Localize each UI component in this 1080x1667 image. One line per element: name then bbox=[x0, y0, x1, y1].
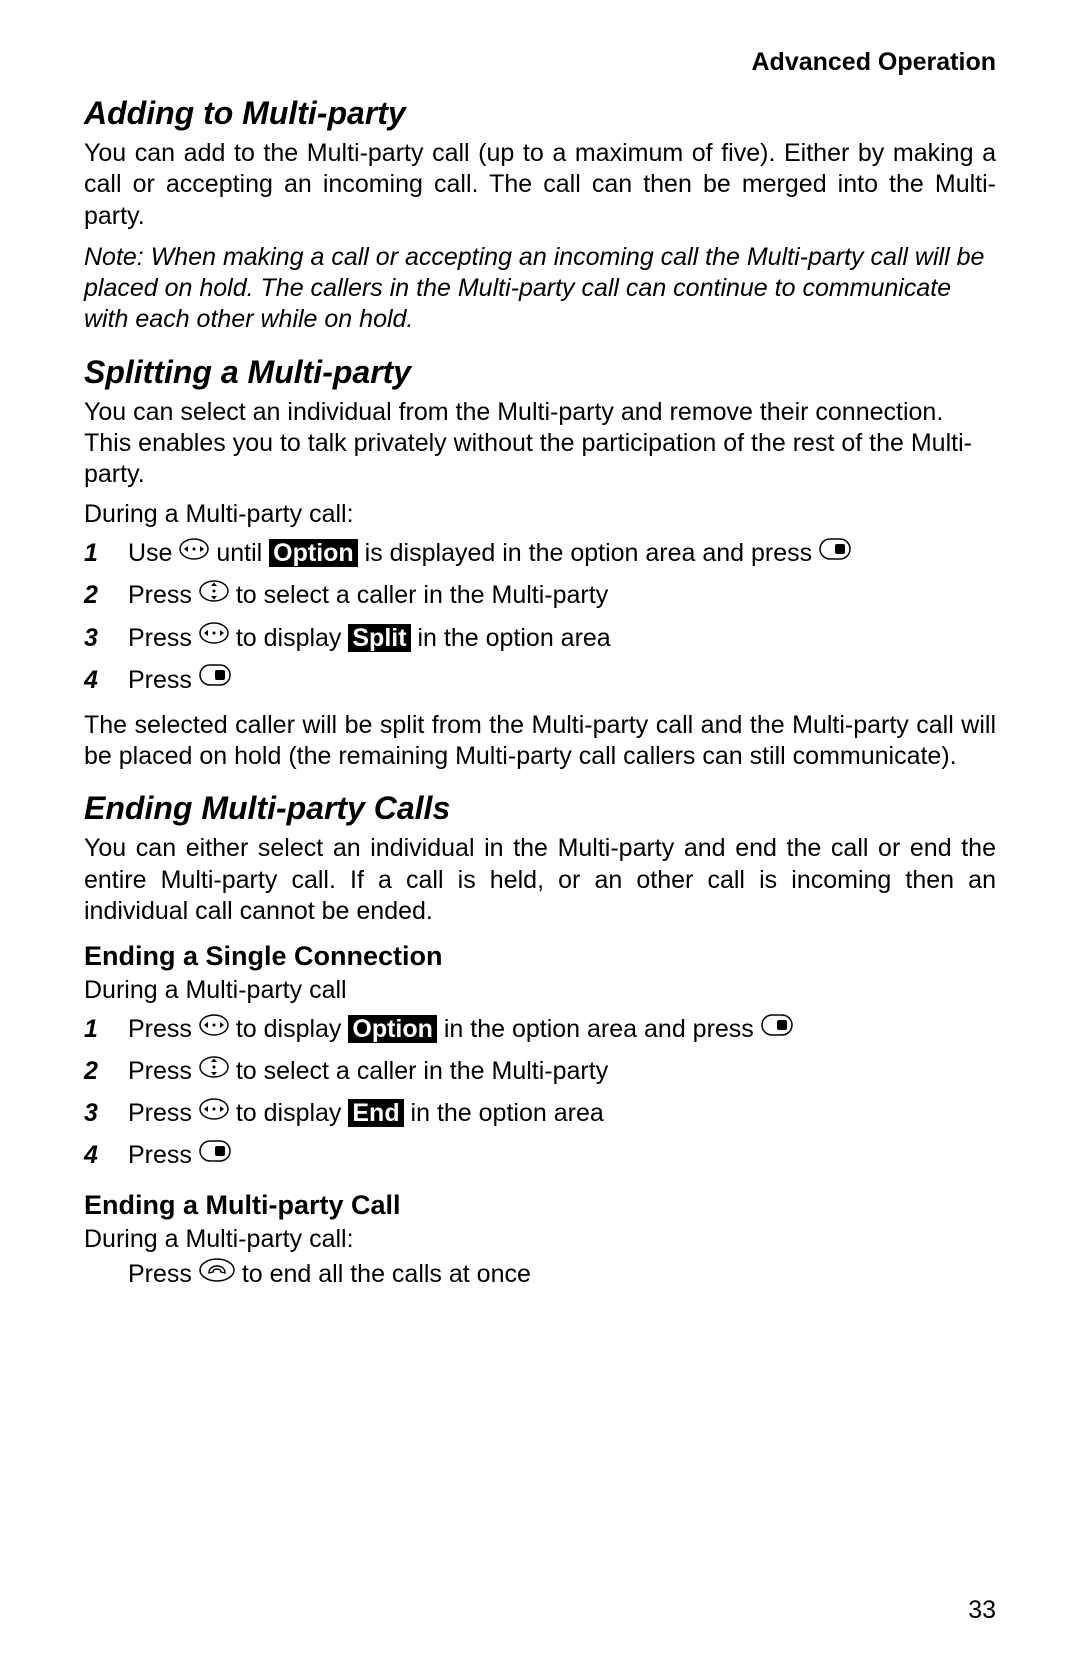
section-title-splitting: Splitting a Multi-party bbox=[84, 354, 996, 391]
step-text: Press bbox=[128, 1015, 199, 1043]
select-icon bbox=[199, 660, 231, 698]
splitting-after: The selected caller will be split from t… bbox=[84, 710, 996, 773]
step-text: Press bbox=[128, 624, 199, 652]
step-text: to select a caller in the Multi-party bbox=[236, 581, 608, 609]
step-number: 1 bbox=[84, 535, 128, 573]
nav-lr-icon bbox=[199, 1094, 229, 1132]
step-text: Press bbox=[128, 1057, 199, 1085]
step-text: Press bbox=[128, 1141, 199, 1169]
select-icon bbox=[199, 1136, 231, 1174]
subsection-title-single: Ending a Single Connection bbox=[84, 941, 996, 972]
step-text: in the option area bbox=[411, 1099, 604, 1127]
step-text: Press bbox=[128, 666, 199, 694]
all-lead: During a Multi-party call: bbox=[84, 1225, 996, 1254]
splitting-lead: During a Multi-party call: bbox=[84, 500, 996, 529]
step-number: 2 bbox=[84, 577, 128, 615]
all-line: Press to end all the calls at once bbox=[128, 1260, 996, 1291]
list-item: 1 Use until Option is displayed in the o… bbox=[84, 535, 996, 573]
list-item: 3 Press to display Split in the option a… bbox=[84, 620, 996, 658]
single-steps: 1 Press to display Option in the option … bbox=[84, 1011, 996, 1176]
step-text: Press bbox=[128, 1099, 199, 1127]
step-number: 1 bbox=[84, 1011, 128, 1049]
step-text: Press bbox=[128, 581, 199, 609]
step-text: Use bbox=[128, 539, 179, 567]
step-number: 3 bbox=[84, 1095, 128, 1133]
keyword-end: End bbox=[348, 1099, 403, 1127]
list-item: 4 Press bbox=[84, 1137, 996, 1175]
list-item: 4 Press bbox=[84, 662, 996, 700]
nav-lr-icon bbox=[179, 534, 209, 572]
single-lead: During a Multi-party call bbox=[84, 976, 996, 1005]
list-item: 2 Press to select a caller in the Multi-… bbox=[84, 577, 996, 615]
step-text: until bbox=[216, 539, 269, 567]
list-item: 3 Press to display End in the option are… bbox=[84, 1095, 996, 1133]
nav-lr-icon bbox=[199, 1010, 229, 1048]
keyword-option: Option bbox=[348, 1015, 437, 1043]
step-number: 4 bbox=[84, 662, 128, 700]
step-text: to end all the calls at once bbox=[242, 1260, 531, 1288]
splitting-steps: 1 Use until Option is displayed in the o… bbox=[84, 535, 996, 700]
page-number: 33 bbox=[968, 1596, 996, 1625]
step-text: to select a caller in the Multi-party bbox=[236, 1057, 608, 1085]
nav-ud-icon bbox=[199, 576, 229, 614]
page-header: Advanced Operation bbox=[84, 48, 996, 77]
adding-note: Note: When making a call or accepting an… bbox=[84, 242, 996, 336]
keyword-option: Option bbox=[269, 539, 358, 567]
step-text: to display bbox=[236, 1015, 349, 1043]
end-call-icon bbox=[199, 1258, 235, 1289]
select-icon bbox=[819, 534, 851, 572]
list-item: 1 Press to display Option in the option … bbox=[84, 1011, 996, 1049]
section-title-ending: Ending Multi-party Calls bbox=[84, 790, 996, 827]
step-text: in the option area bbox=[418, 624, 611, 652]
step-text: to display bbox=[236, 1099, 349, 1127]
adding-body: You can add to the Multi-party call (up … bbox=[84, 138, 996, 232]
subsection-title-all: Ending a Multi-party Call bbox=[84, 1190, 996, 1221]
step-number: 2 bbox=[84, 1053, 128, 1091]
step-number: 4 bbox=[84, 1137, 128, 1175]
step-text: to display bbox=[236, 624, 349, 652]
step-text: Press bbox=[128, 1260, 199, 1288]
ending-body: You can either select an individual in t… bbox=[84, 833, 996, 927]
step-text: is displayed in the option area and pres… bbox=[365, 539, 819, 567]
nav-lr-icon bbox=[199, 618, 229, 656]
list-item: 2 Press to select a caller in the Multi-… bbox=[84, 1053, 996, 1091]
keyword-split: Split bbox=[348, 624, 410, 652]
manual-page: Advanced Operation Adding to Multi-party… bbox=[0, 0, 1080, 1667]
step-text: in the option area and press bbox=[444, 1015, 761, 1043]
step-number: 3 bbox=[84, 620, 128, 658]
section-title-adding: Adding to Multi-party bbox=[84, 95, 996, 132]
splitting-body: You can select an individual from the Mu… bbox=[84, 397, 996, 491]
select-icon bbox=[761, 1010, 793, 1048]
nav-ud-icon bbox=[199, 1052, 229, 1090]
